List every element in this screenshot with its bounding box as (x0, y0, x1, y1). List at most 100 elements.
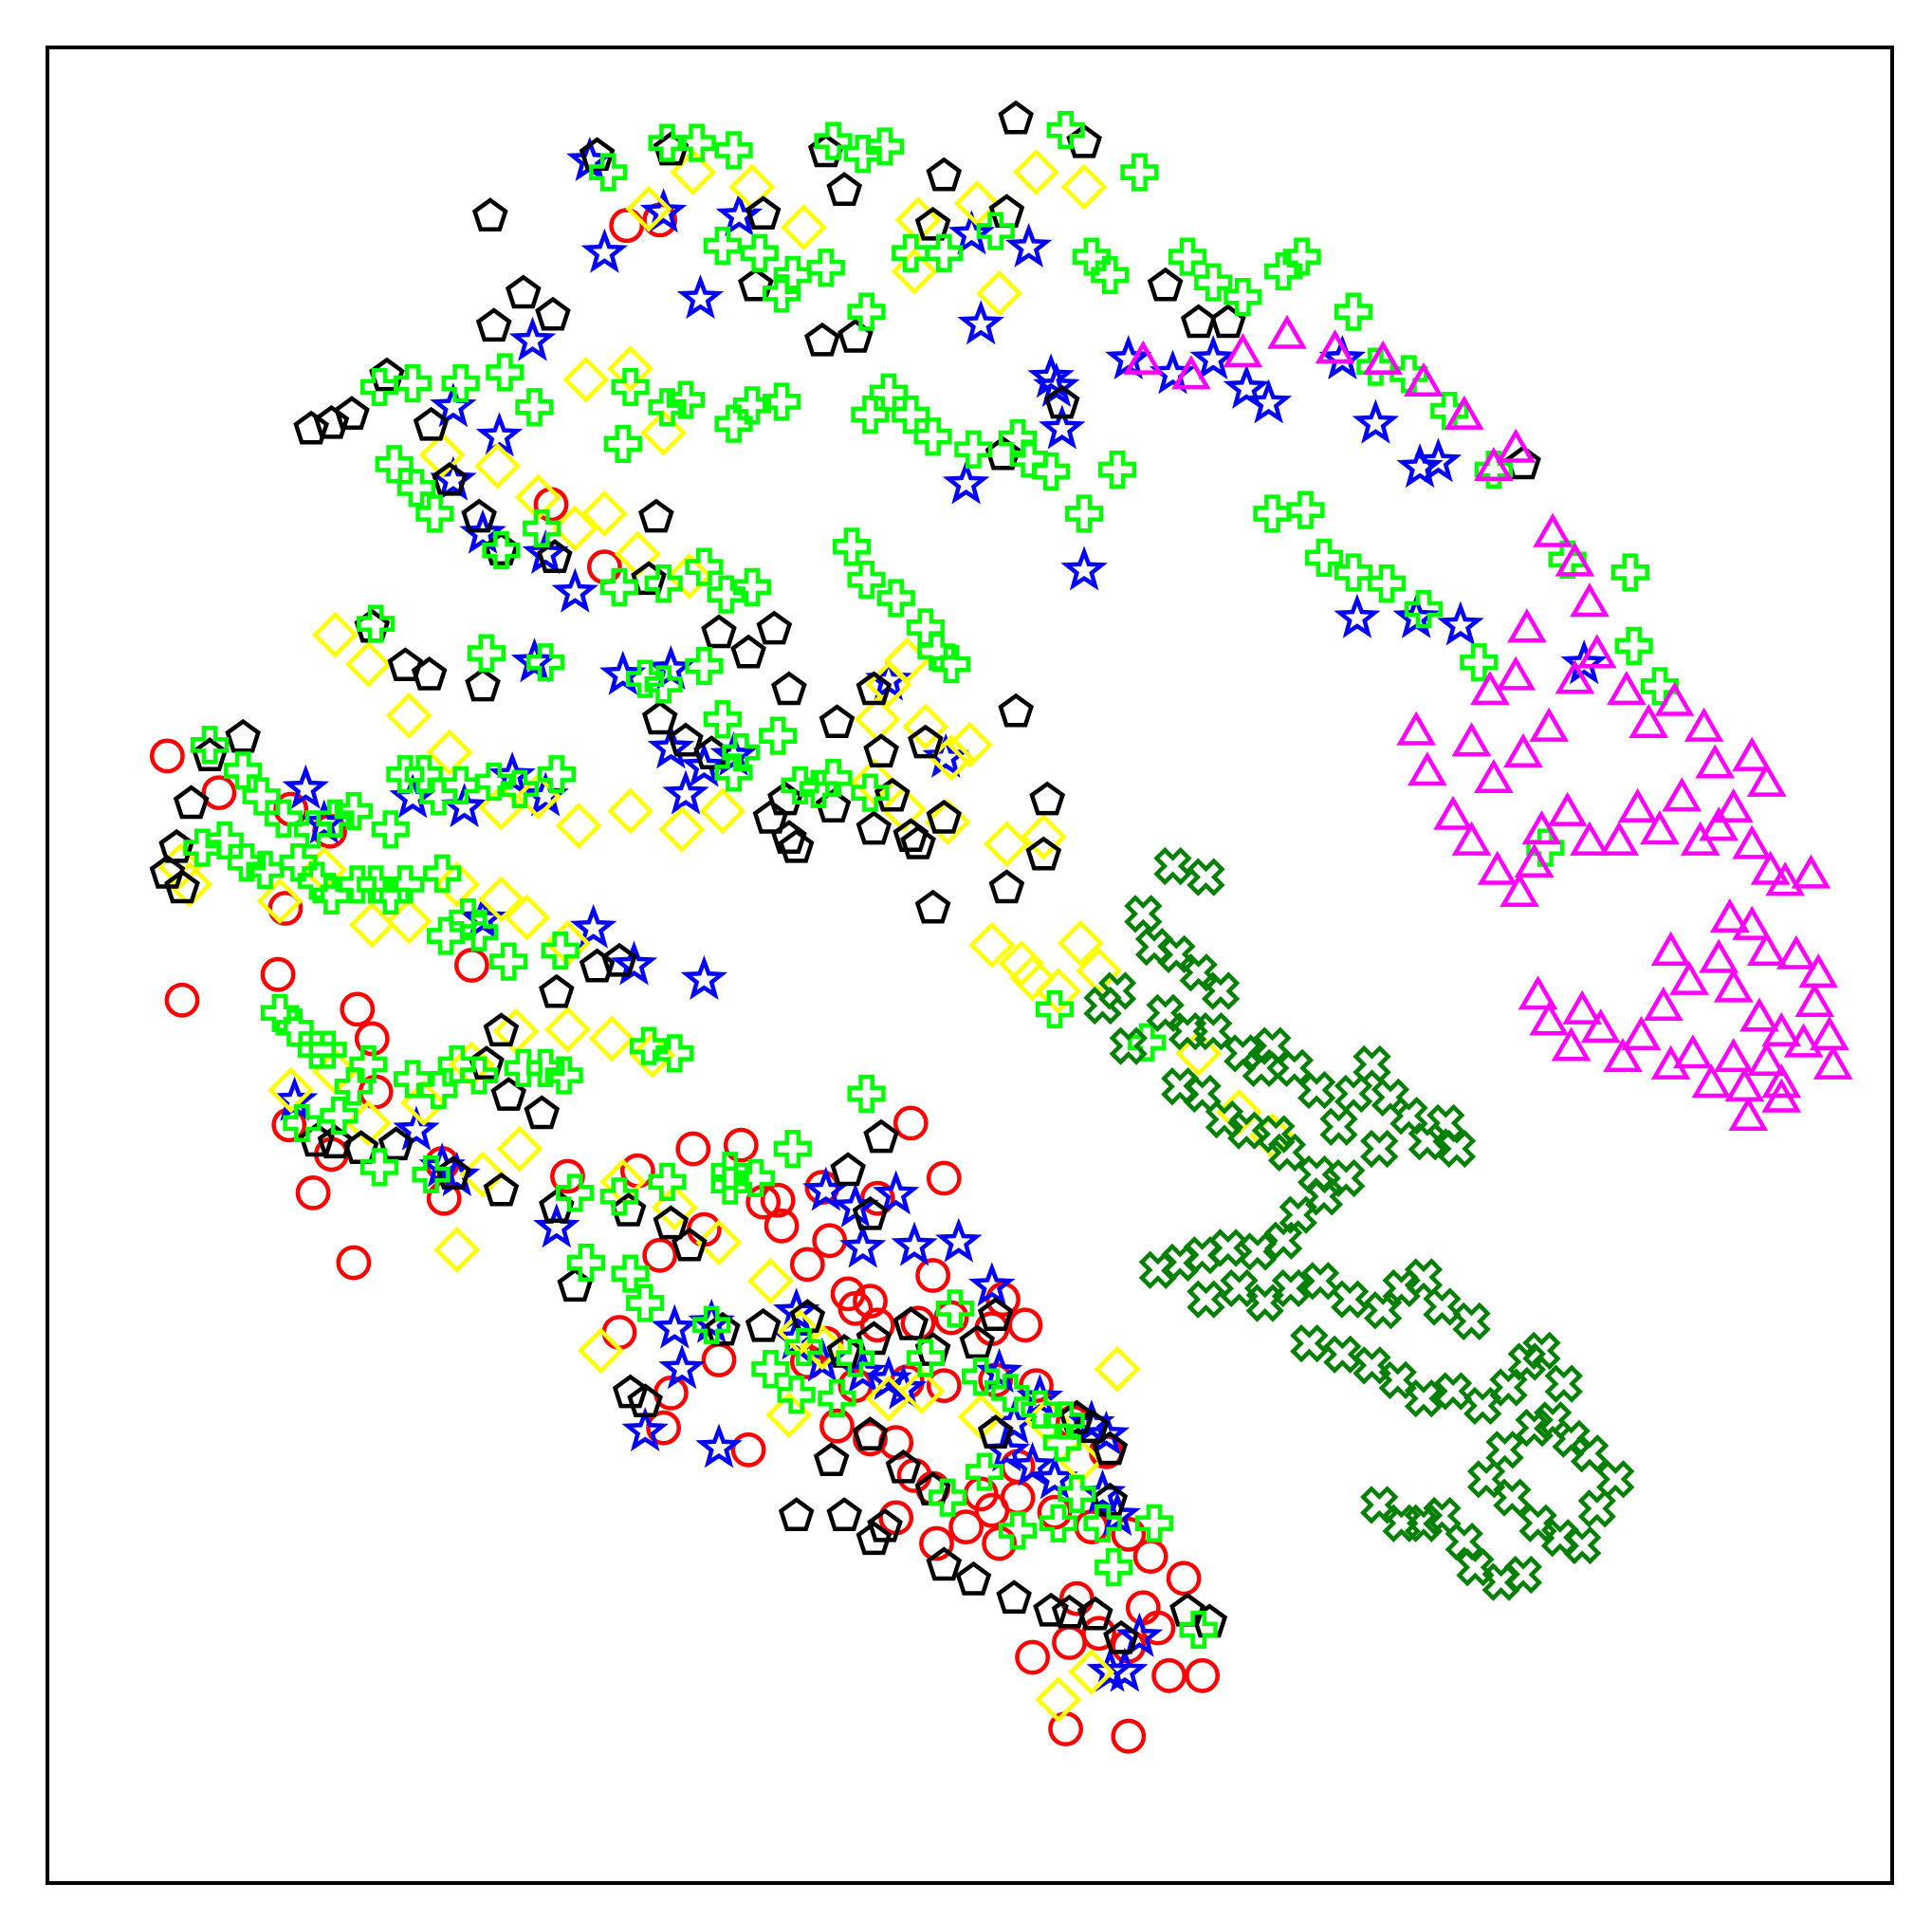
pentagon-marker (892, 1306, 929, 1340)
plus-marker (773, 1129, 812, 1169)
circle-marker (948, 1509, 984, 1544)
cross-marker (1331, 1280, 1370, 1319)
star-marker (1082, 1410, 1131, 1455)
circle-marker (295, 1175, 331, 1210)
plus-marker (666, 380, 706, 419)
cross-marker (1364, 1291, 1403, 1330)
pentagon-marker (756, 610, 793, 645)
circle-marker (926, 1368, 962, 1403)
cross-marker (1157, 934, 1196, 973)
plus-marker (1404, 590, 1444, 629)
plus-marker (740, 233, 779, 272)
plus-marker (386, 865, 425, 904)
pentagon-marker (996, 1579, 1032, 1615)
circle-marker (919, 1525, 954, 1561)
plus-marker (1282, 237, 1321, 276)
pentagon-marker (998, 100, 1034, 135)
pentagon-marker (914, 206, 951, 241)
star-marker (891, 1221, 938, 1266)
plus-marker (1614, 626, 1653, 665)
circle-marker (1111, 1516, 1147, 1552)
star-marker (1414, 437, 1463, 483)
cross-marker (1352, 1346, 1391, 1385)
cross-marker (1267, 1133, 1307, 1172)
diamond-marker (348, 901, 396, 949)
pentagon-marker (524, 1095, 561, 1130)
cross-marker (1183, 1074, 1222, 1114)
plus-marker (847, 292, 886, 331)
circle-marker (859, 1180, 895, 1216)
pentagon-marker (471, 197, 508, 232)
cross-marker (1201, 971, 1241, 1010)
star-marker (647, 724, 695, 769)
diamond-marker (433, 860, 481, 908)
plus-marker (1031, 452, 1071, 491)
plus-marker (1304, 538, 1344, 578)
triangle-marker (1529, 1001, 1570, 1036)
triangle-marker (1551, 1026, 1592, 1062)
pentagon-marker (778, 1497, 815, 1532)
pentagon-marker (164, 869, 200, 904)
diamond-marker (496, 1125, 543, 1173)
circle-marker (609, 208, 645, 244)
circle-marker (675, 1131, 711, 1167)
pentagon-marker (856, 671, 892, 706)
triangle-marker (1171, 355, 1211, 390)
cross-marker (1423, 1496, 1462, 1536)
plus-marker (836, 1339, 875, 1377)
pentagon-marker (1074, 1409, 1110, 1444)
star-marker (1352, 398, 1400, 444)
plus-marker (357, 604, 396, 643)
star-marker (838, 1223, 887, 1268)
star-marker (1334, 593, 1381, 638)
pentagon-marker (745, 195, 782, 231)
plus-marker (246, 850, 285, 889)
plus-marker (1046, 110, 1085, 150)
pentagon-marker (863, 1118, 899, 1154)
pentagon-marker (377, 1126, 414, 1161)
plus-marker (482, 531, 521, 570)
star-marker (680, 954, 728, 1000)
pentagon-marker (767, 781, 803, 816)
plus-marker (832, 527, 872, 566)
circle-marker (150, 738, 185, 774)
diamond-marker (426, 729, 473, 776)
diamond-marker (514, 473, 561, 521)
triangle-marker (1267, 314, 1307, 349)
triangle-marker (1407, 751, 1447, 786)
plus-marker (865, 127, 905, 166)
plus-marker (1194, 263, 1233, 302)
diamond-marker (345, 640, 392, 688)
pentagon-marker (819, 704, 856, 739)
circle-marker (837, 1290, 874, 1326)
circle-marker (764, 1208, 800, 1244)
star-marker (879, 1364, 928, 1410)
plus-marker (626, 659, 665, 698)
pentagon-marker (867, 1507, 903, 1542)
plus-marker (814, 121, 853, 160)
pentagon-marker (317, 1124, 354, 1159)
diamond-marker (666, 552, 713, 600)
pentagon-marker (977, 1297, 1014, 1332)
plus-marker (415, 494, 454, 533)
plus-marker (460, 913, 499, 951)
circle-marker (164, 982, 200, 1018)
plus-marker (644, 563, 683, 603)
diamond-marker (1094, 1345, 1141, 1393)
plus-marker (1021, 1390, 1059, 1429)
cross-marker (1404, 1379, 1444, 1418)
plus-marker (599, 1177, 639, 1216)
circle-marker (1058, 1580, 1095, 1616)
cross-marker (1563, 1525, 1602, 1565)
star-marker (610, 940, 658, 986)
pentagon-marker (830, 1152, 866, 1187)
plus-marker (722, 732, 761, 772)
pentagon-marker (1043, 384, 1080, 419)
cross-marker (1264, 1221, 1303, 1260)
triangle-marker (1732, 736, 1772, 771)
pentagon-marker (874, 777, 911, 812)
plus-marker (566, 1243, 606, 1283)
plus-marker (906, 1339, 945, 1377)
plus-marker (486, 353, 524, 392)
